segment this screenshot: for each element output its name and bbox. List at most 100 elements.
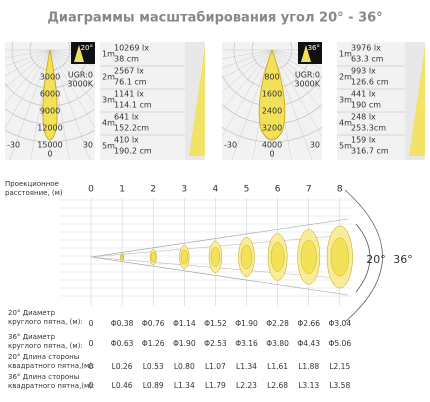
polar-ray — [222, 49, 273, 69]
angle-label: -30 — [224, 141, 237, 150]
polar-label: 4000 — [262, 141, 282, 150]
row-value: Φ4.43 — [297, 339, 320, 348]
angle-36: 36° — [393, 253, 413, 266]
polar-ray — [231, 49, 273, 160]
row-label: 20° Длина стороны — [8, 353, 79, 361]
row-label: круглого пятна, (м): — [8, 318, 83, 326]
projection-label: расстояние, (м) — [5, 189, 63, 197]
polar-origin: 0 — [269, 150, 274, 159]
distance: 1m — [339, 50, 352, 59]
polar-ray — [222, 49, 273, 138]
title: Диаграммы масштабирования угол 20° - 36° — [47, 11, 382, 26]
angle-20: 20° — [366, 253, 386, 266]
distance: 3m — [339, 96, 352, 105]
arc-36 — [344, 189, 383, 323]
cone — [409, 46, 425, 156]
lux: 248 lx — [351, 113, 376, 122]
row-value: 0 — [89, 319, 94, 328]
row-value: Φ0.76 — [142, 319, 165, 328]
angle-label: 30 — [83, 141, 93, 150]
polar-ray — [222, 49, 273, 93]
polar-ray — [271, 49, 322, 69]
spot-20 — [300, 239, 317, 274]
polar-label: 2400 — [262, 107, 282, 116]
polar-ray — [271, 49, 322, 110]
row-value: Φ0.63 — [111, 339, 134, 348]
polar-label: 12000 — [37, 124, 62, 133]
polar-ray — [271, 49, 322, 93]
row-value: L0.89 — [143, 381, 164, 390]
row-value: L2.68 — [267, 381, 288, 390]
lux: 1141 lx — [114, 90, 144, 99]
row-value: L1.88 — [298, 362, 319, 371]
distance-tick: 3 — [181, 185, 187, 195]
diameter: 190.2 cm — [114, 147, 152, 156]
row-value: Φ5.06 — [328, 339, 351, 348]
row-value: Φ3.16 — [235, 339, 258, 348]
distance-tick: 4 — [213, 185, 219, 195]
lux: 159 lx — [351, 136, 376, 145]
badge-beam — [74, 45, 84, 62]
polar-ray — [5, 49, 51, 67]
cone-36 — [90, 218, 348, 296]
polar-label: 3000 — [40, 73, 60, 82]
polar-origin: 0 — [47, 150, 52, 159]
distance-tick: 5 — [244, 185, 250, 195]
polar-ray — [222, 49, 273, 80]
distance: 2m — [102, 73, 115, 82]
polar-ray — [49, 49, 95, 67]
row-value: Φ1.90 — [235, 319, 258, 328]
lux: 993 lx — [351, 67, 376, 76]
row-value: 0 — [89, 362, 94, 371]
row-value: L0.46 — [112, 381, 133, 390]
beam — [258, 48, 286, 141]
polar-label: 9000 — [40, 107, 60, 116]
row-label: 36° Длина стороны — [8, 373, 79, 381]
polar-ray — [5, 49, 51, 77]
row-value: L1.61 — [267, 362, 288, 371]
row-value: L0.26 — [112, 362, 133, 371]
ugr: UGR:0 — [295, 71, 320, 80]
diameter: 114.1 cm — [114, 101, 152, 110]
distance-tick: 7 — [306, 185, 312, 195]
row-label: круглого пятна, (м): — [8, 342, 83, 350]
lux: 10269 lx — [114, 44, 149, 53]
spot-20 — [330, 237, 349, 277]
diameter: 253.3cm — [351, 124, 386, 133]
row-value: L3.58 — [329, 381, 350, 390]
polar-grid — [222, 42, 322, 160]
projection-label: Проекционное — [5, 180, 59, 188]
spot-20 — [150, 251, 156, 262]
angle-label: -30 — [7, 141, 20, 150]
ugr: UGR:0 — [68, 71, 93, 80]
diameter: 76.1 cm — [114, 78, 147, 87]
spot-20 — [210, 247, 221, 267]
polar-label: 3200 — [262, 124, 282, 133]
row-value: L2.23 — [236, 381, 257, 390]
row-value: Φ1.90 — [173, 339, 196, 348]
row-label: квадратного пятна,(м): — [8, 362, 94, 370]
polar-ray — [9, 49, 51, 160]
diameter: 190 cm — [351, 101, 381, 110]
diameter: 38 cm — [114, 55, 139, 64]
lux: 641 lx — [114, 113, 139, 122]
row-label: квадратного пятна,(м): — [8, 382, 94, 390]
polar-ray — [271, 49, 322, 60]
row-value: L3.13 — [298, 381, 319, 390]
row-value: L1.79 — [205, 381, 226, 390]
row-value: Φ2.66 — [297, 319, 320, 328]
row-value: 0 — [89, 339, 94, 348]
polar-ray — [222, 49, 273, 110]
spot-20 — [240, 244, 253, 270]
polar-label: 1600 — [262, 90, 282, 99]
polar-ray — [5, 49, 51, 105]
polar-ray — [271, 49, 322, 80]
polar-ray — [49, 49, 95, 129]
row-value: L1.34 — [174, 381, 195, 390]
row-label: 36° Диаметр — [8, 333, 56, 341]
row-value: Φ0.38 — [111, 319, 134, 328]
cone — [189, 46, 205, 156]
cct: 3000K — [67, 80, 93, 89]
badge-angle: 20° — [81, 44, 93, 52]
